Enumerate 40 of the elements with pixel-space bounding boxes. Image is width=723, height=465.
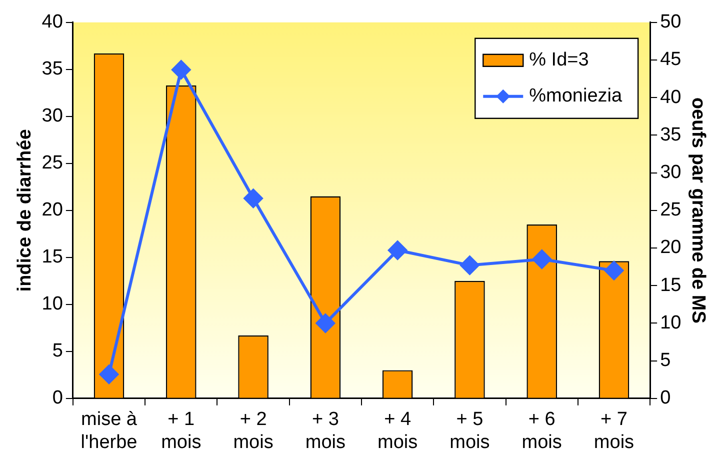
- x-tick-label: + 2 mois: [233, 409, 274, 453]
- point: [604, 261, 624, 280]
- y-tick-label: 0: [52, 388, 63, 409]
- point: [100, 364, 119, 384]
- point: [316, 314, 335, 333]
- y-tick-label: 15: [42, 246, 63, 268]
- y2-tick-label: 50: [660, 12, 682, 33]
- y2-tick-label: 10: [660, 312, 682, 334]
- y-axis-title: indice de diarrhée: [14, 129, 36, 292]
- y2-tick-label: 35: [660, 124, 682, 146]
- point: [460, 256, 480, 275]
- y-tick-label: 5: [52, 340, 63, 362]
- y2-tick-label: 40: [660, 86, 682, 108]
- point: [532, 250, 552, 269]
- y2-tick-label: 5: [660, 350, 671, 372]
- x-tick-label: + 3 mois: [305, 409, 346, 453]
- y-tick-label: 30: [42, 106, 63, 127]
- x-tick-label: + 6 mois: [522, 409, 562, 453]
- y2-tick-label: 30: [660, 162, 682, 184]
- point: [172, 60, 191, 80]
- y-tick-label: 10: [42, 294, 63, 315]
- y-tick-label: 25: [42, 152, 63, 174]
- x-tick-label: + 7 mois: [594, 409, 634, 453]
- point: [244, 188, 263, 208]
- y-tick-label: 40: [42, 12, 63, 33]
- y2-tick-label: 45: [660, 49, 682, 70]
- y2-tick-label: 0: [660, 388, 671, 409]
- y-tick-label: 35: [42, 58, 63, 80]
- y2-axis-title: oeufs par gramme de MS: [687, 97, 708, 324]
- x-tick-label: mise à l'herbe: [80, 409, 138, 453]
- y2-tick-label: 20: [660, 237, 682, 258]
- legend-label: % Id=3: [529, 50, 589, 71]
- x-tick-label: + 5 mois: [450, 409, 490, 453]
- y2-tick-label: 15: [660, 274, 682, 296]
- point: [388, 240, 408, 260]
- y2-tick-label: 25: [660, 200, 682, 221]
- y-tick-label: 20: [42, 200, 63, 221]
- x-tick-label: + 4 mois: [378, 409, 418, 453]
- x-tick-label: + 1 mois: [161, 409, 202, 453]
- legend-label: %moniezia: [529, 86, 622, 107]
